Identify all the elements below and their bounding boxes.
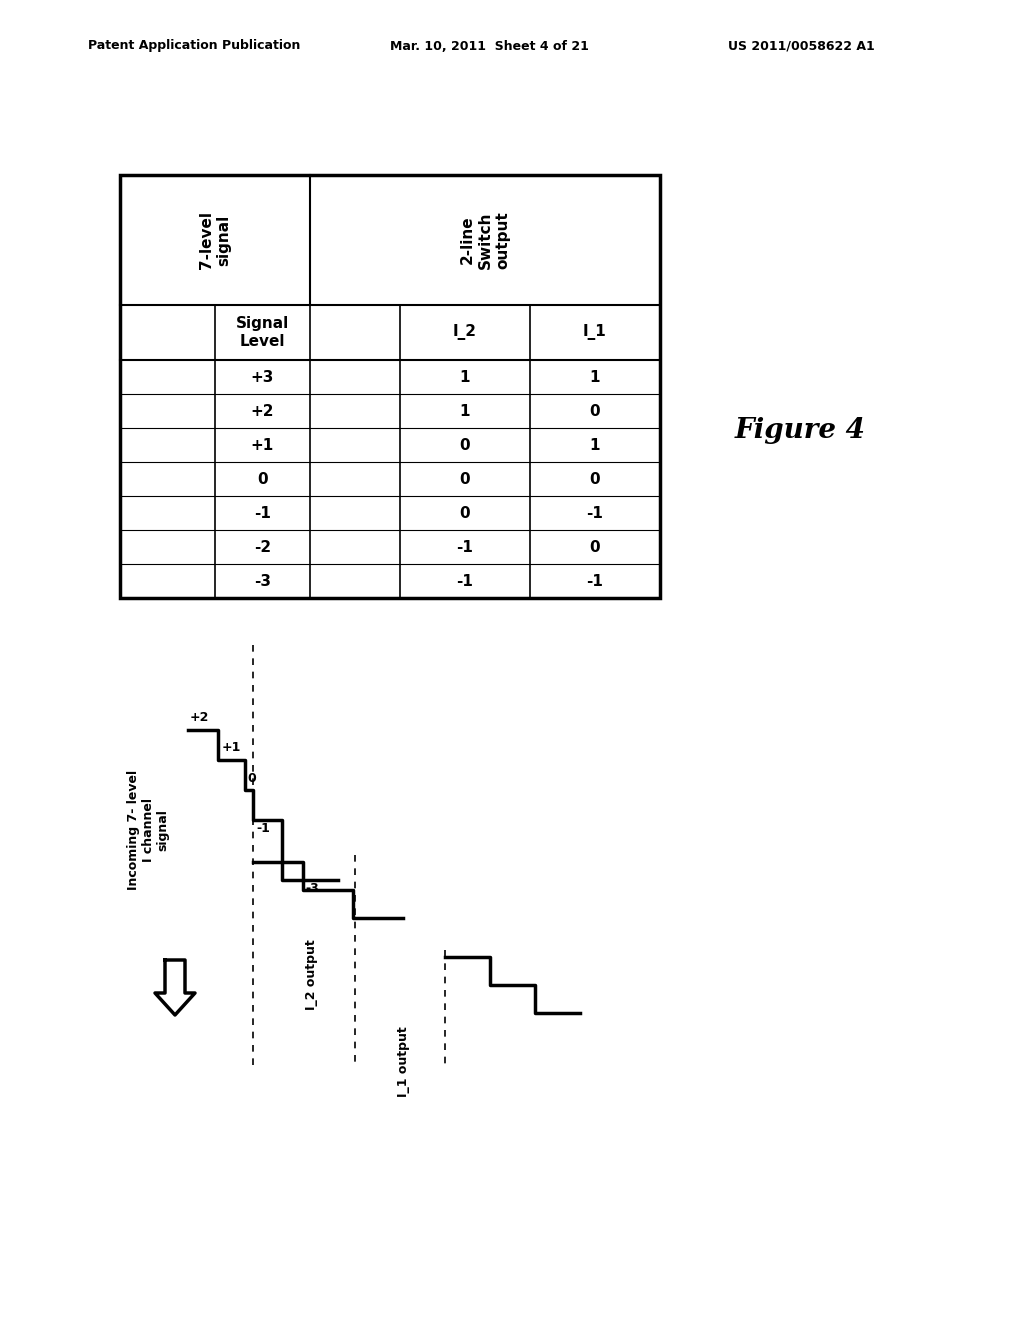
Text: -3: -3 [254,573,271,589]
Text: I_2 output: I_2 output [305,940,318,1010]
Text: -1: -1 [587,506,603,520]
Text: Patent Application Publication: Patent Application Publication [88,40,300,53]
Text: 0: 0 [460,437,470,453]
Text: 1: 1 [460,404,470,418]
Text: 0: 0 [590,540,600,554]
Text: -3: -3 [305,882,318,895]
Text: -1: -1 [457,573,473,589]
Text: Mar. 10, 2011  Sheet 4 of 21: Mar. 10, 2011 Sheet 4 of 21 [390,40,589,53]
Text: -1: -1 [254,506,271,520]
Text: 0: 0 [257,471,268,487]
Text: 0: 0 [590,404,600,418]
Text: 1: 1 [460,370,470,384]
Text: +1: +1 [251,437,274,453]
Text: -1: -1 [587,573,603,589]
Text: US 2011/0058622 A1: US 2011/0058622 A1 [728,40,874,53]
Text: 0: 0 [460,471,470,487]
Text: +1: +1 [222,741,242,754]
Text: -1: -1 [457,540,473,554]
Text: Signal
Level: Signal Level [236,317,289,348]
Text: Incoming 7- level
I channel
signal: Incoming 7- level I channel signal [127,770,170,890]
Text: +2: +2 [190,711,209,723]
Text: 1: 1 [590,370,600,384]
Text: Figure 4: Figure 4 [734,417,865,444]
Text: 2-line
Switch
output: 2-line Switch output [460,211,510,269]
Text: -1: -1 [256,822,270,836]
Text: 7-level
signal: 7-level signal [199,211,231,269]
Text: 1: 1 [590,437,600,453]
Text: I_1: I_1 [583,325,607,341]
Text: 0: 0 [247,772,256,785]
Text: 0: 0 [460,506,470,520]
Text: +3: +3 [251,370,274,384]
Text: +2: +2 [251,404,274,418]
Text: I_2: I_2 [453,325,477,341]
Text: -2: -2 [254,540,271,554]
Text: 0: 0 [590,471,600,487]
Bar [120,176,660,598]
Text: I_1 output: I_1 output [396,1027,410,1097]
